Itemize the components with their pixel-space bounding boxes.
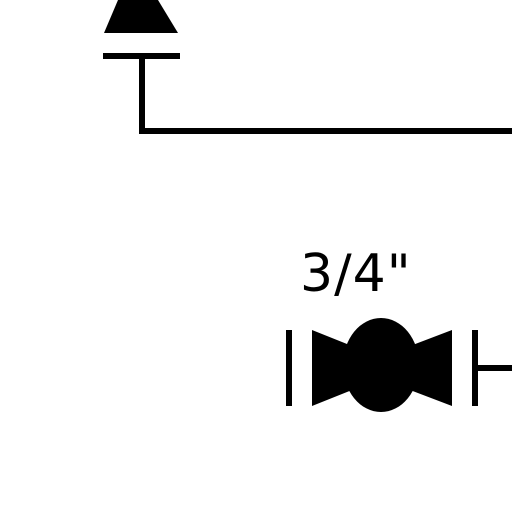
valve-right-cone [410,330,452,406]
trap-symbol [103,0,180,59]
valve-left-flange [286,330,292,406]
valve-size-label: 3/4" [300,244,412,304]
valve-right-flange [472,330,478,406]
valve-ball [343,318,419,412]
valve-left-cone [312,330,352,406]
trap-cone [104,0,178,33]
ball-valve-symbol [286,318,512,412]
pipe-line [139,56,512,134]
